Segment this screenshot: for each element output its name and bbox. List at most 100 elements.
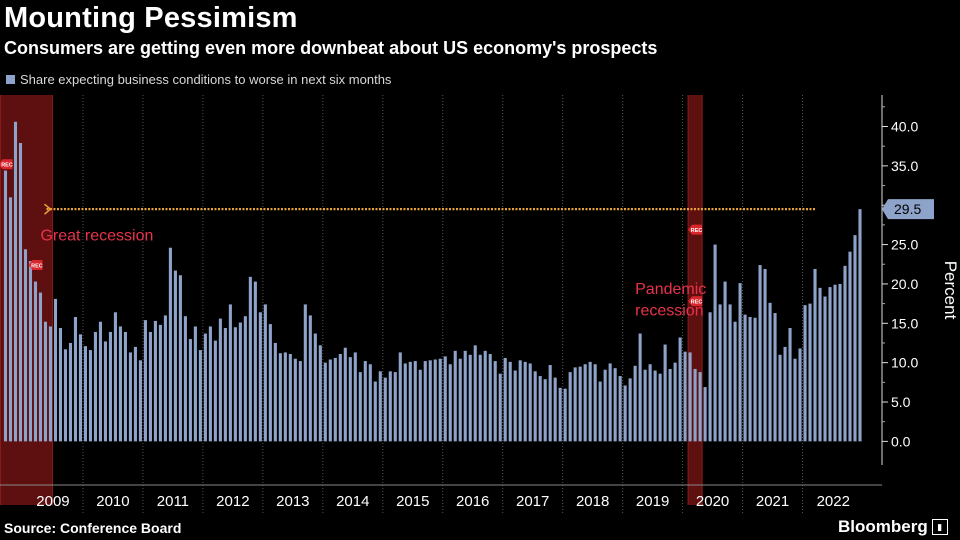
y-tick-label: 10.0 (891, 355, 918, 371)
bar (33, 281, 38, 442)
bar (308, 315, 312, 442)
bar (758, 265, 762, 442)
bar (258, 312, 262, 442)
legend-swatch (6, 75, 15, 84)
bar (463, 350, 467, 442)
bar (293, 358, 297, 442)
bar (28, 261, 33, 442)
event-marker-shape (688, 224, 703, 235)
annotations: Great recession Pandemic recession (40, 228, 706, 320)
bar (328, 359, 332, 442)
bar (778, 354, 782, 442)
reference-line-start-icon (43, 203, 52, 215)
event-marker-label: REC (31, 263, 43, 269)
bar (763, 268, 767, 442)
bar (478, 354, 482, 442)
bar (678, 337, 682, 442)
bar (173, 270, 177, 442)
bar (373, 381, 377, 442)
y-tick-label: 25.0 (891, 237, 918, 253)
bar (498, 373, 502, 442)
bar (198, 350, 202, 442)
bar (348, 357, 352, 442)
bar (98, 321, 102, 442)
event-marker-shape (28, 260, 43, 271)
event-marker: REC (28, 260, 43, 271)
bar (728, 304, 732, 442)
legend-label: Share expecting business conditions to w… (20, 72, 392, 87)
bar-series (3, 121, 862, 442)
bar (423, 361, 427, 442)
bar (618, 376, 622, 442)
bar (748, 317, 752, 442)
bar (163, 315, 167, 442)
bar (813, 268, 817, 442)
bar (583, 364, 587, 442)
bar (603, 369, 607, 442)
bar (483, 350, 487, 442)
bar (503, 357, 507, 442)
bar (278, 353, 282, 442)
bar (353, 352, 357, 442)
bar (558, 387, 562, 442)
bar (698, 372, 702, 442)
bar (153, 320, 157, 442)
event-marker: REC (688, 224, 703, 235)
bar (433, 359, 437, 442)
y-tick-label: 0.0 (891, 433, 911, 449)
bar (238, 322, 242, 442)
bar (83, 346, 88, 442)
bar (393, 372, 397, 442)
bar (773, 313, 777, 442)
bar (323, 362, 327, 442)
bar (158, 324, 162, 442)
event-marker-label: REC (1, 163, 13, 169)
annotation-label: recession (635, 302, 703, 319)
bar (688, 352, 692, 442)
bar (363, 361, 367, 442)
bar (808, 303, 812, 442)
event-marker-shape (688, 296, 703, 307)
bar (803, 305, 807, 442)
bar (848, 251, 852, 442)
bar (303, 304, 307, 442)
bar (313, 333, 317, 442)
bar (383, 377, 387, 442)
bloomberg-logo-icon: ▮ (931, 519, 948, 535)
y-tick-label: 20.0 (891, 276, 918, 292)
bar (108, 331, 112, 442)
bar (668, 368, 672, 442)
bar (723, 281, 727, 442)
bar (48, 326, 53, 442)
x-tick-label: 2012 (216, 493, 249, 510)
bar (418, 369, 422, 442)
y-tick-label: 35.0 (891, 158, 918, 174)
bar (738, 283, 742, 442)
bar (448, 364, 452, 442)
bar (283, 352, 287, 442)
bar (368, 364, 372, 442)
bar (533, 371, 537, 442)
bar (103, 341, 107, 442)
bar (3, 170, 8, 442)
y-tick-label: 40.0 (891, 118, 918, 134)
bar (168, 247, 172, 442)
x-tick-label: 2014 (336, 493, 369, 510)
bar (63, 349, 68, 442)
chart-title: Mounting Pessimism (4, 2, 298, 34)
x-tick-label: 2009 (36, 493, 69, 510)
bar (613, 368, 617, 442)
bar (223, 328, 227, 442)
bar (113, 312, 117, 442)
bar (573, 367, 577, 442)
x-tick-label: 2021 (756, 493, 789, 510)
bar (243, 316, 247, 442)
bar (78, 334, 83, 442)
bar (73, 317, 78, 442)
bar (68, 342, 73, 442)
bar (138, 360, 142, 442)
x-tick-label: 2022 (817, 493, 850, 510)
bar (548, 365, 552, 442)
x-tick-label: 2011 (157, 493, 189, 510)
